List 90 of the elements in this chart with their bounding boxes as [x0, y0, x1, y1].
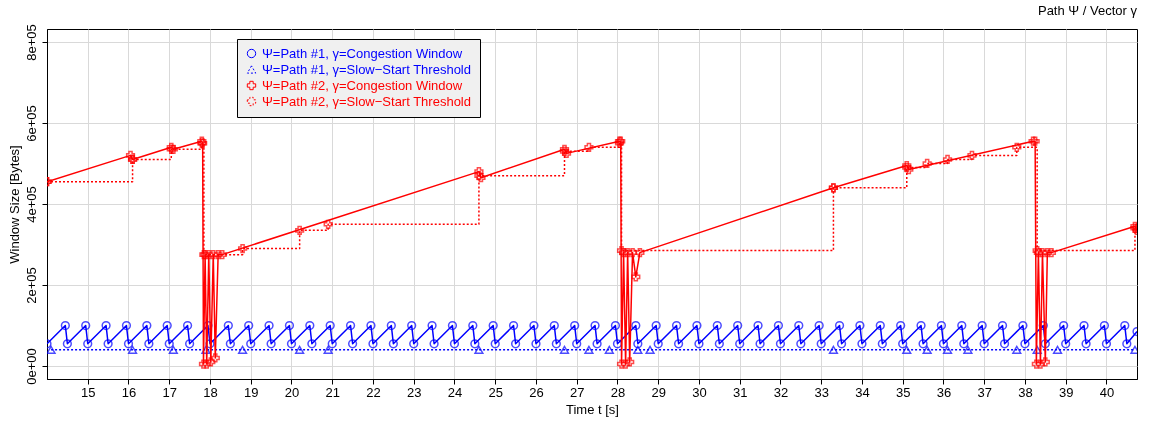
- x-tick-label: 17: [162, 384, 177, 400]
- legend-label: Ψ=Path #1, γ=Congestion Window: [262, 45, 463, 61]
- x-tick-label: 31: [732, 384, 748, 400]
- point: [217, 250, 227, 260]
- point: [627, 247, 638, 258]
- point: [922, 158, 932, 169]
- x-tick-label: 20: [284, 384, 300, 400]
- point: [323, 345, 333, 354]
- point: [1037, 247, 1048, 258]
- x-tick-label: 32: [773, 384, 789, 400]
- point: [1046, 247, 1057, 258]
- y-tick-label: 4e+05: [23, 186, 39, 223]
- point: [616, 359, 627, 369]
- y-tick-label: 2e+05: [23, 267, 39, 304]
- point: [1032, 345, 1042, 354]
- x-tick-label: 33: [814, 384, 829, 400]
- x-tick-label: 27: [569, 384, 585, 400]
- x-tick-label: 38: [1018, 384, 1033, 400]
- point: [967, 150, 977, 161]
- x-tick-label: 22: [366, 384, 381, 400]
- point: [213, 250, 223, 260]
- point: [828, 345, 839, 354]
- x-tick-label: 19: [244, 384, 259, 400]
- point: [942, 154, 953, 165]
- point: [623, 247, 633, 258]
- point: [295, 225, 305, 235]
- x-tick-label: 34: [855, 384, 870, 400]
- point: [645, 345, 655, 354]
- point: [625, 357, 635, 367]
- legend-label: Ψ=Path #1, γ=Slow−Start Threshold: [262, 61, 471, 77]
- point: [198, 359, 209, 369]
- x-tick-label: 24: [447, 384, 463, 400]
- point: [204, 250, 214, 260]
- point: [1031, 359, 1041, 369]
- x-tick-label: 36: [936, 384, 952, 400]
- x-tick-label: 28: [610, 384, 626, 400]
- x-tick-label: 39: [1058, 384, 1074, 400]
- point: [474, 345, 484, 354]
- point: [633, 345, 643, 354]
- x-tick-label: 40: [1099, 384, 1115, 400]
- point: [127, 345, 138, 354]
- point: [202, 359, 212, 369]
- x-tick-label: 35: [895, 384, 911, 400]
- legend-label: Ψ=Path #2, γ=Congestion Window: [262, 77, 463, 93]
- point: [922, 345, 932, 354]
- chart-title: Path Ψ / Vector γ: [1037, 2, 1138, 18]
- x-tick-label: 37: [977, 384, 992, 400]
- x-tick-label: 29: [651, 384, 666, 400]
- x-tick-label: 18: [203, 384, 218, 400]
- point: [902, 345, 912, 354]
- y-axis-title: Window Size [Bytes]: [6, 145, 22, 264]
- point: [168, 345, 178, 354]
- x-tick-label: 25: [488, 384, 503, 400]
- point: [559, 345, 570, 354]
- point: [1012, 142, 1022, 152]
- y-tick-label: 6e+05: [23, 105, 39, 142]
- point: [208, 250, 218, 260]
- point: [620, 359, 631, 369]
- point: [584, 345, 594, 354]
- point: [1052, 345, 1063, 354]
- point: [604, 345, 614, 354]
- point: [942, 345, 953, 354]
- point: [295, 345, 305, 354]
- point: [635, 247, 645, 258]
- y-tick-label: 0e+00: [23, 348, 39, 385]
- legend-label: Ψ=Path #2, γ=Slow−Start Threshold: [262, 93, 471, 109]
- point: [963, 345, 973, 354]
- point: [237, 345, 248, 354]
- point: [1012, 345, 1022, 354]
- y-tick-label: 8e+05: [23, 24, 39, 61]
- point: [474, 166, 484, 177]
- x-tick-label: 30: [692, 384, 707, 400]
- x-axis-title: Time t [s]: [566, 401, 619, 417]
- point: [201, 345, 211, 354]
- point: [125, 150, 136, 161]
- point: [584, 142, 594, 152]
- point: [1042, 247, 1052, 258]
- x-tick-label: 21: [325, 384, 340, 400]
- point: [206, 357, 216, 367]
- x-tick-label: 15: [81, 384, 96, 400]
- point: [323, 219, 333, 229]
- point: [631, 272, 641, 282]
- point: [210, 353, 220, 363]
- x-tick-label: 23: [406, 384, 422, 400]
- x-tick-label: 16: [121, 384, 137, 400]
- point: [1040, 357, 1050, 367]
- point: [1035, 359, 1046, 369]
- x-tick-label: 26: [529, 384, 544, 400]
- point: [237, 243, 248, 254]
- point: [47, 345, 56, 354]
